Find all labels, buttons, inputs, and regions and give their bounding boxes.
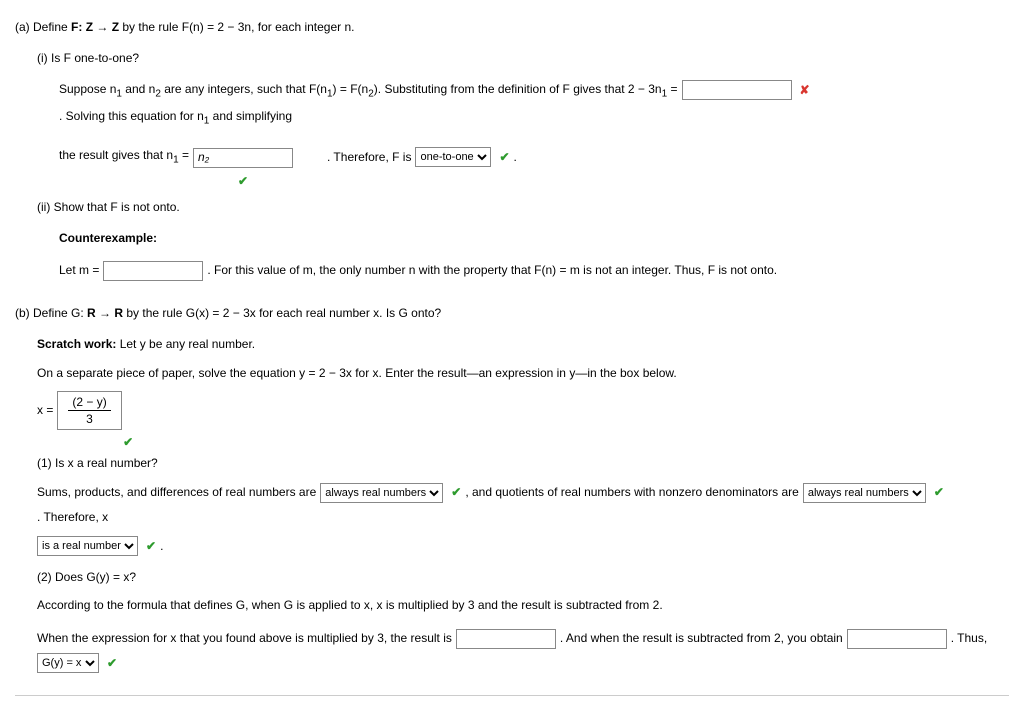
select-always-2[interactable]: always real numbers	[803, 483, 926, 503]
q1: (1) Is x a real number?	[37, 452, 1009, 475]
check-icon: ✔	[934, 481, 944, 504]
text: , and quotients of real numbers with non…	[465, 481, 799, 504]
when-line: When the expression for x that you found…	[37, 627, 1009, 675]
text: .	[160, 535, 163, 558]
input-n1eq[interactable]: n₂	[193, 148, 293, 168]
text: (a) Define	[15, 20, 71, 34]
select-one-to-one[interactable]: one-to-one	[415, 147, 491, 167]
text: . Thus,	[951, 627, 987, 650]
input-m[interactable]	[103, 261, 203, 281]
part-b-header: (b) Define G: R → R by the rule G(x) = 2…	[15, 302, 1009, 325]
text: Let m =	[59, 259, 99, 282]
frac-top: (2 − y)	[68, 395, 110, 411]
x-eq-row: x = (2 − y) 3 ✔	[37, 391, 1009, 431]
a-i-body: Suppose n1 and n2 are any integers, such…	[59, 78, 1009, 170]
a-ii-let-m: Let m = . For this value of m, the only …	[59, 259, 1009, 282]
a-i-line1: Suppose n1 and n2 are any integers, such…	[59, 78, 1009, 131]
text: . Therefore, F is	[327, 146, 411, 169]
part-a-i: (i) Is F one-to-one? Suppose n1 and n2 a…	[37, 47, 1009, 170]
frac-bot: 3	[68, 411, 110, 426]
input-mult3[interactable]	[456, 629, 556, 649]
a-i-line2: the result gives that n1 = n₂ ✔ . Theref…	[59, 144, 1009, 169]
text: Suppose n1 and n2 are any integers, such…	[59, 78, 678, 103]
select-is-real[interactable]: is a real number	[37, 536, 138, 556]
fn-def: F: Z → Z	[71, 20, 119, 34]
part-a-header: (a) Define F: Z → Z by the rule F(n) = 2…	[15, 16, 1009, 39]
select-always-1[interactable]: always real numbers	[320, 483, 443, 503]
text: . Solving this equation for n1 and simpl…	[59, 105, 292, 130]
text: Let y be any real number.	[116, 337, 255, 351]
part-a-ii: (ii) Show that F is not onto. Counterexa…	[37, 196, 1009, 282]
part-b-body: Scratch work: Let y be any real number. …	[37, 333, 1009, 675]
a-i-label: (i) Is F one-to-one?	[37, 47, 1009, 70]
a-ii-label: (ii) Show that F is not onto.	[37, 196, 1009, 219]
q2: (2) Does G(y) = x?	[37, 566, 1009, 589]
instr: On a separate piece of paper, solve the …	[37, 362, 1009, 385]
text: (b) Define G: R → R by the rule G(x) = 2…	[15, 306, 441, 320]
input-rhs[interactable]	[682, 80, 792, 100]
text: by the rule F(n) = 2 − 3n, for each inte…	[119, 20, 354, 34]
text: x =	[37, 399, 53, 422]
scratch-label: Scratch work:	[37, 337, 116, 351]
input-x-expr[interactable]: (2 − y) 3	[57, 391, 121, 431]
text: the result gives that n1 =	[59, 144, 189, 169]
check-icon: ✔	[451, 481, 461, 504]
sums-line: Sums, products, and differences of real …	[37, 481, 1009, 529]
check-icon: ✔	[107, 652, 117, 675]
part-b: (b) Define G: R → R by the rule G(x) = 2…	[15, 302, 1009, 675]
text: When the expression for x that you found…	[37, 627, 452, 650]
text: .	[514, 146, 517, 169]
according: According to the formula that defines G,…	[37, 594, 1009, 617]
text: . For this value of m, the only number n…	[207, 259, 777, 282]
cross-icon: ✘	[800, 79, 810, 102]
scratch-line: Scratch work: Let y be any real number.	[37, 333, 1009, 356]
part-a: (a) Define F: Z → Z by the rule F(n) = 2…	[15, 16, 1009, 282]
select-gy[interactable]: G(y) = x	[37, 653, 99, 673]
isreal-line: is a real number ✔ .	[37, 535, 1009, 558]
text: Sums, products, and differences of real …	[37, 481, 316, 504]
input-sub2[interactable]	[847, 629, 947, 649]
text: . Therefore, x	[37, 506, 108, 529]
text: . And when the result is subtracted from…	[560, 627, 843, 650]
check-icon: ✔	[499, 146, 509, 169]
check-icon: ✔	[123, 431, 133, 454]
check-icon: ✔	[146, 535, 156, 558]
counterexample-label: Counterexample:	[59, 227, 1009, 250]
divider	[15, 695, 1009, 696]
a-ii-body: Counterexample: Let m = . For this value…	[59, 227, 1009, 283]
check-icon: ✔	[238, 170, 248, 193]
